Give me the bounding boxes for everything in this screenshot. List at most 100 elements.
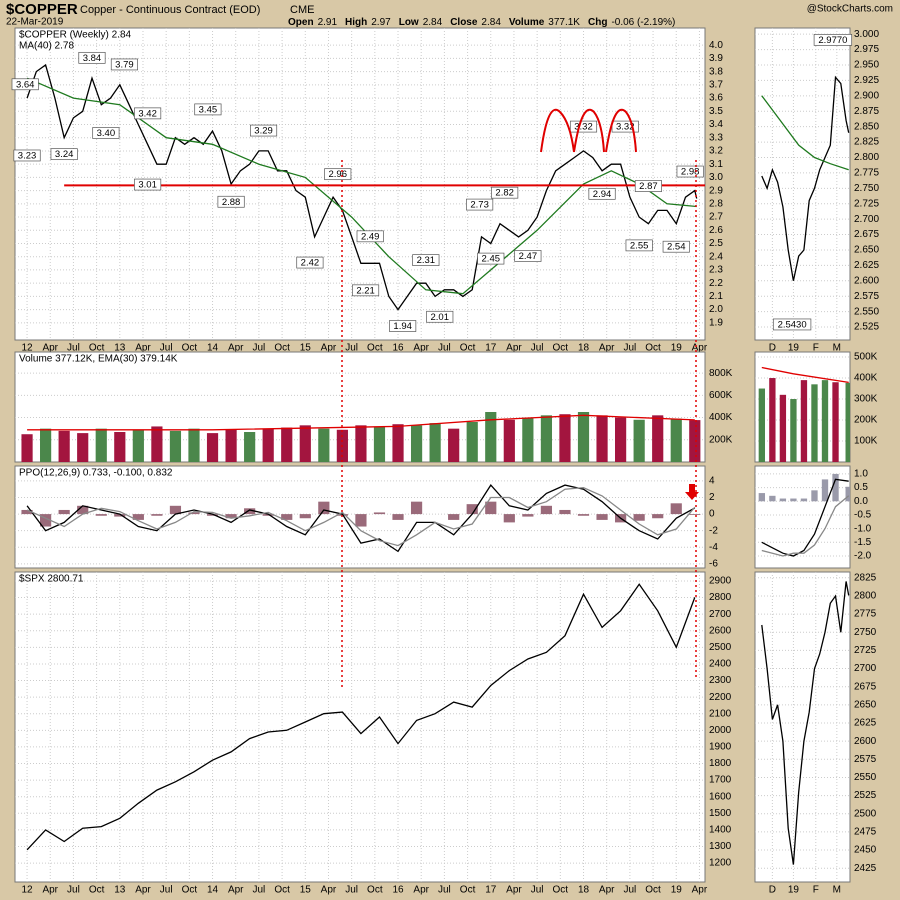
- y-tick-label: 2.2: [709, 278, 723, 289]
- pivot-label: 3.23: [18, 150, 37, 161]
- bar: [373, 512, 386, 515]
- watermark: @StockCharts.com: [807, 4, 893, 15]
- bar: [95, 514, 107, 516]
- quote-label: High: [345, 17, 367, 28]
- y-tick-label: 2700: [709, 609, 732, 620]
- y-tick-label: 2.550: [854, 306, 879, 317]
- bar: [95, 428, 107, 462]
- x-tick-label: Apr: [599, 885, 615, 896]
- pivot-box: [92, 127, 120, 139]
- bar: [448, 514, 460, 520]
- pivot-label: 2.42: [301, 258, 320, 269]
- y-tick-label: 2.600: [854, 275, 879, 286]
- plot: [755, 28, 850, 340]
- y-tick-label: 3.7: [709, 79, 723, 90]
- panel: [754, 571, 851, 883]
- y-tick-label: 2.5: [709, 238, 723, 249]
- y-tick-label: 2575: [854, 754, 877, 765]
- bar: [790, 498, 797, 502]
- x-tick-label: Apr: [506, 343, 522, 354]
- bar: [559, 509, 571, 515]
- bar: [392, 514, 404, 520]
- bar: [77, 505, 89, 515]
- pivot-box: [412, 254, 440, 266]
- x-tick-label: Jul: [160, 343, 173, 354]
- pivot-box: [477, 252, 505, 265]
- panel: [754, 27, 851, 341]
- y-tick-label: 2800: [854, 591, 877, 602]
- pivot-box: [352, 284, 380, 297]
- x-tick-label: Apr: [413, 885, 429, 896]
- y-tick-label: 2800: [709, 592, 732, 603]
- x-tick-label: Jul: [438, 885, 451, 896]
- quote-label: Low: [399, 17, 419, 28]
- y-tick-label: 600K: [709, 390, 733, 401]
- y-tick-label: 800K: [709, 368, 733, 379]
- y-tick-label: -2: [709, 525, 718, 536]
- bar: [800, 380, 808, 462]
- y-tick-label: 1400: [709, 825, 732, 836]
- x-tick-label: 19: [671, 343, 683, 354]
- pivot-label: 2.47: [519, 251, 538, 262]
- y-tick-label: 2.700: [854, 214, 879, 225]
- line: [26, 484, 696, 553]
- pivot-label: 2.98: [681, 167, 700, 178]
- arrow: [685, 484, 699, 500]
- pivot-label: 3.24: [55, 149, 74, 160]
- pivot-label: 3.79: [115, 59, 134, 70]
- pivot-box: [772, 318, 812, 331]
- quote-label: Volume: [509, 17, 545, 28]
- plot: [15, 480, 705, 565]
- y-tick-label: 2.4: [709, 251, 723, 262]
- y-tick-label: 2.925: [854, 75, 879, 86]
- y-tick-label: 2450: [854, 845, 877, 856]
- y-tick-label: 200K: [709, 434, 733, 445]
- y-tick-label: 2.7: [709, 212, 723, 223]
- bar: [114, 514, 126, 517]
- x-tick-label: 17: [485, 343, 497, 354]
- bar: [410, 425, 423, 462]
- y-tick-label: 2100: [709, 708, 732, 719]
- bar: [206, 514, 219, 516]
- x-tick-label: Jul: [67, 343, 80, 354]
- y-tick-label: 400K: [854, 373, 878, 384]
- legend-entry: $COPPER (Weekly) 2.84: [19, 30, 132, 41]
- bar: [114, 432, 126, 462]
- pivot-label: 2.21: [356, 285, 375, 296]
- y-tick-label: 2700: [854, 663, 877, 674]
- pivot-label: 2.45: [482, 254, 501, 265]
- pivot-box: [569, 120, 598, 133]
- y-tick-label: 300K: [854, 394, 878, 405]
- y-tick-label: 1300: [709, 841, 732, 852]
- pivot-box: [588, 187, 616, 200]
- line: [761, 495, 850, 557]
- bar: [503, 514, 515, 523]
- y-tick-label: -4: [709, 542, 718, 553]
- y-tick-label: 0.5: [854, 482, 868, 493]
- x-tick-label: Oct: [89, 885, 105, 896]
- y-tick-label: 3.3: [709, 132, 723, 143]
- pivot-label: 2.94: [593, 189, 612, 200]
- x-tick-label: Apr: [135, 343, 151, 354]
- bar: [410, 501, 423, 515]
- y-tick-label: 2.8: [709, 198, 723, 209]
- bar: [758, 493, 766, 502]
- shoulder-arc: [540, 109, 575, 153]
- x-tick-label: 12: [21, 343, 33, 354]
- bar: [779, 394, 787, 462]
- head-arc: [573, 109, 605, 153]
- pivot-label: 2.96: [328, 169, 347, 180]
- bar: [355, 514, 367, 527]
- x-tick-label: 19: [788, 885, 800, 896]
- pivot-box: [466, 198, 494, 211]
- x-tick-label: D: [769, 343, 776, 354]
- bar: [318, 501, 330, 515]
- pivot-box: [50, 148, 78, 161]
- y-tick-label: 1200: [709, 858, 732, 869]
- x-tick-label: 13: [114, 885, 126, 896]
- x-tick-label: 18: [578, 343, 590, 354]
- x-tick-label: 16: [392, 343, 404, 354]
- bar: [262, 428, 274, 462]
- pivot-box: [813, 33, 853, 46]
